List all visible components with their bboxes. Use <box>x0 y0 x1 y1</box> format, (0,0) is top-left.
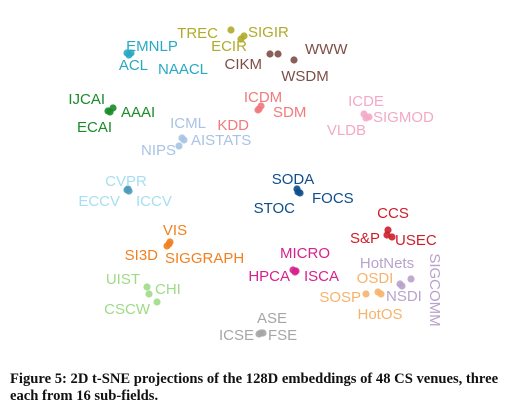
label-nips: NIPS <box>141 142 176 159</box>
label-naacl: NAACL <box>158 61 208 78</box>
point-sigcomm <box>407 275 415 283</box>
point-usec <box>388 233 396 241</box>
label-cvpr: CVPR <box>105 173 147 190</box>
label-fse: FSE <box>268 327 297 344</box>
point-naacl <box>127 49 135 57</box>
label-cikm: CIKM <box>225 56 263 73</box>
label-acl: ACL <box>119 57 148 74</box>
label-icde: ICDE <box>348 93 384 110</box>
point-hotos <box>377 290 385 298</box>
point-siggraph <box>165 240 173 248</box>
point-isca <box>292 267 300 275</box>
label-vldb: VLDB <box>327 122 366 139</box>
label-uist: UIST <box>106 271 140 288</box>
point-wsdm <box>290 56 298 64</box>
label-ccs: CCS <box>377 205 409 222</box>
point-nips <box>175 142 183 150</box>
label-cscw: CSCW <box>104 301 151 318</box>
label-sigcomm: SIGCOMM <box>426 253 443 326</box>
label-aistats: AISTATS <box>191 132 251 149</box>
label-micro: MICRO <box>280 245 330 262</box>
point-nsdi <box>398 282 406 290</box>
label-hotos: HotOS <box>357 306 402 323</box>
label-stoc: STOC <box>254 200 296 217</box>
label-ecai: ECAI <box>77 119 112 136</box>
label-hpca: HPCA <box>248 268 290 285</box>
point-vldb <box>362 114 370 122</box>
label-si3d: SI3D <box>125 247 159 264</box>
label-iccv: ICCV <box>136 193 172 210</box>
label-ecir: ECIR <box>211 38 247 55</box>
point-aistats <box>180 136 188 144</box>
point-www <box>274 50 282 58</box>
label-icml: ICML <box>170 115 206 132</box>
point-stoc <box>294 188 302 196</box>
point-cikm <box>266 50 274 58</box>
label-focs: FOCS <box>312 190 354 207</box>
label-osdi: OSDI <box>357 270 394 287</box>
label-www: WWW <box>305 41 348 58</box>
label-siggraph: SIGGRAPH <box>165 250 244 267</box>
label-icdm: ICDM <box>244 89 282 106</box>
label-kdd: KDD <box>217 117 249 134</box>
label-isca: ISCA <box>304 268 339 285</box>
label-hotnets: HotNets <box>360 255 414 272</box>
label-usec: USEC <box>395 232 437 249</box>
label-wsdm: WSDM <box>281 68 329 85</box>
point-trec <box>227 26 235 34</box>
point-sosp <box>362 290 370 298</box>
label-sp: S&P <box>350 230 380 247</box>
point-ecir <box>237 35 245 43</box>
label-icse: ICSE <box>219 327 254 344</box>
figure-caption: Figure 5: 2D t-SNE projections of the 12… <box>10 371 499 404</box>
label-ase: ASE <box>257 310 287 327</box>
label-chi: CHI <box>155 281 181 298</box>
label-sigmod: SIGMOD <box>373 109 434 126</box>
label-soda: SODA <box>272 171 315 188</box>
label-sigir: SIGIR <box>248 24 289 41</box>
point-kdd <box>254 106 262 114</box>
point-ecai <box>106 108 114 116</box>
label-ijcai: IJCAI <box>68 91 105 108</box>
label-emnlp: EMNLP <box>126 38 178 55</box>
point-chi <box>145 290 153 298</box>
label-sdm: SDM <box>273 104 306 121</box>
point-cscw <box>153 298 161 306</box>
label-eccv: ECCV <box>78 193 120 210</box>
label-sosp: SOSP <box>319 289 361 306</box>
label-trec: TREC <box>177 25 218 42</box>
label-aaai: AAAI <box>121 104 155 121</box>
label-nsdi: NSDI <box>386 288 422 305</box>
point-uist <box>143 283 151 291</box>
point-fse <box>259 329 267 337</box>
point-iccv <box>125 187 133 195</box>
label-vis: VIS <box>163 222 187 239</box>
